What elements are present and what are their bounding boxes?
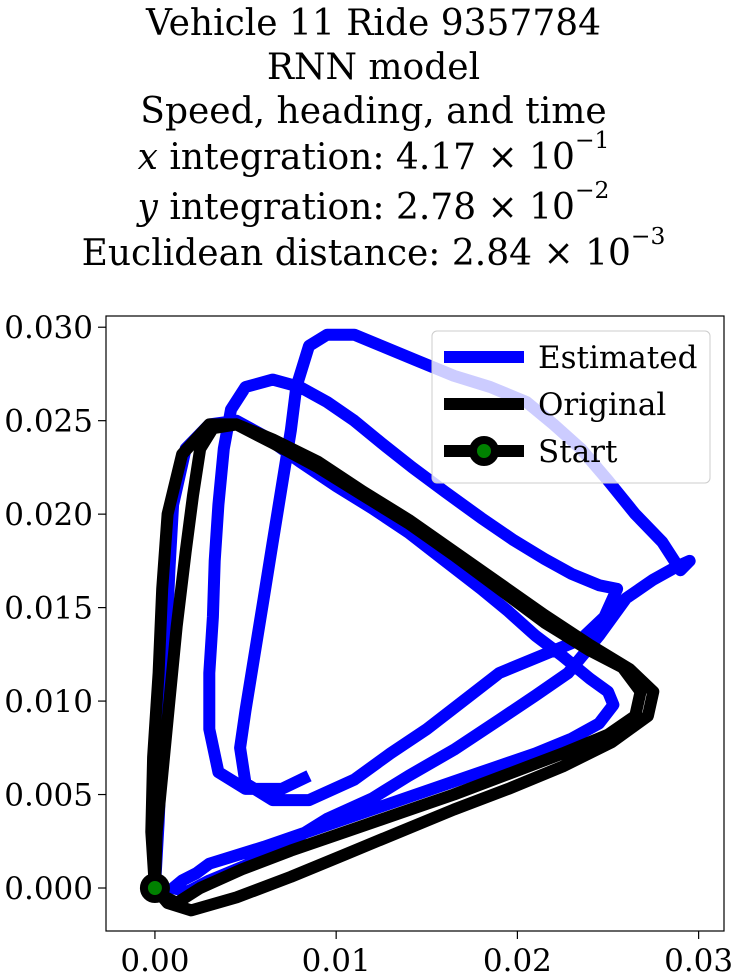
title-x-label: integration: (157, 137, 396, 178)
title-euclid-mantissa: 2.84 (451, 233, 533, 274)
plot-frame (105, 315, 725, 932)
title-x-mantissa: 4.17 (395, 137, 477, 178)
x-tick-label: 0.03 (664, 943, 733, 979)
y-tick-label: 0.030 (4, 310, 93, 346)
title-line-3: Speed, heading, and time (140, 91, 607, 132)
title-line-2: RNN model (266, 47, 481, 88)
title-y-mantissa: 2.78 (395, 187, 477, 228)
y-tick-label: 0.025 (4, 404, 93, 440)
y-tick-label: 0.000 (4, 871, 93, 907)
title-y-times: × 10 (476, 187, 575, 228)
legend-label-start: Start (538, 434, 618, 470)
y-tick-label: 0.005 (4, 778, 93, 814)
title-x-var: x (137, 137, 158, 178)
title-line-4: x integration: 4.17 × 10−1 (0, 128, 747, 180)
legend-label-estimated: Estimated (538, 340, 697, 376)
title-y-var: y (137, 187, 158, 228)
title-y-label: integration: (157, 187, 396, 228)
x-tick-label: 0.01 (302, 943, 371, 979)
x-tick-label: 0.00 (120, 943, 189, 979)
title-euclid-label: Euclidean distance: (81, 233, 452, 274)
title-line-6: Euclidean distance: 2.84 × 10−3 (0, 224, 747, 276)
start-marker (139, 873, 170, 904)
y-tick-label: 0.010 (4, 684, 93, 720)
title-y-exponent: −2 (574, 175, 610, 204)
legend-label-original: Original (538, 387, 666, 423)
title-line-5: y integration: 2.78 × 10−2 (0, 178, 747, 230)
x-tick-label: 0.02 (483, 943, 552, 979)
y-tick-label: 0.020 (4, 497, 93, 533)
legend-start-marker (469, 436, 499, 466)
title-line-1: Vehicle 11 Ride 9357784 (145, 3, 602, 44)
title-euclid-times: × 10 (532, 233, 631, 274)
title-euclid-exponent: −3 (630, 221, 666, 250)
ticks-layer: 0.00 0.01 0.02 0.03 0.000 0.005 0.010 0.015 0.02… (4, 310, 733, 979)
legend: Estimated Original Start (431, 330, 711, 484)
title-x-exponent: −1 (574, 125, 610, 154)
title-x-times: × 10 (476, 137, 575, 178)
y-tick-label: 0.015 (4, 591, 93, 627)
